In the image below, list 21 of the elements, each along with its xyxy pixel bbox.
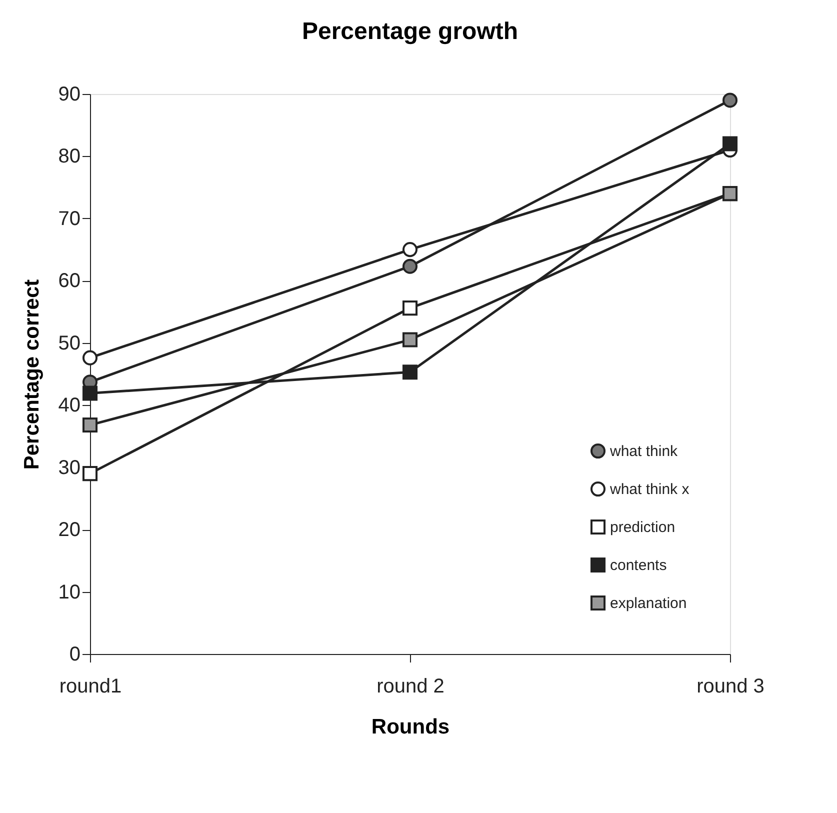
y-tick-label: 70	[58, 208, 80, 230]
legend-label: prediction	[610, 519, 676, 536]
x-tick-label: round1	[59, 676, 122, 698]
legend-label: what think	[609, 443, 678, 460]
y-tick-label: 30	[58, 456, 80, 479]
y-axis-title: Percentage correct	[20, 279, 44, 470]
y-tick-label: 40	[58, 394, 80, 417]
y-tick-label: 10	[58, 581, 80, 604]
x-tick-label: round 3	[696, 676, 764, 698]
y-tick-label: 20	[58, 519, 80, 542]
y-tick-label: 90	[58, 84, 80, 106]
y-tick-label: 0	[69, 644, 80, 666]
legend-label: what think x	[609, 481, 690, 498]
x-tick-label: round 2	[376, 676, 444, 698]
legend-label: contents	[610, 557, 667, 574]
x-axis-title: Rounds	[371, 716, 450, 738]
y-tick-label: 60	[58, 270, 80, 292]
legend-label: explanation	[610, 595, 687, 612]
y-tick-label: 50	[58, 332, 80, 354]
chart-title: Percentage growth	[302, 18, 518, 45]
y-tick-label: 80	[58, 146, 80, 168]
